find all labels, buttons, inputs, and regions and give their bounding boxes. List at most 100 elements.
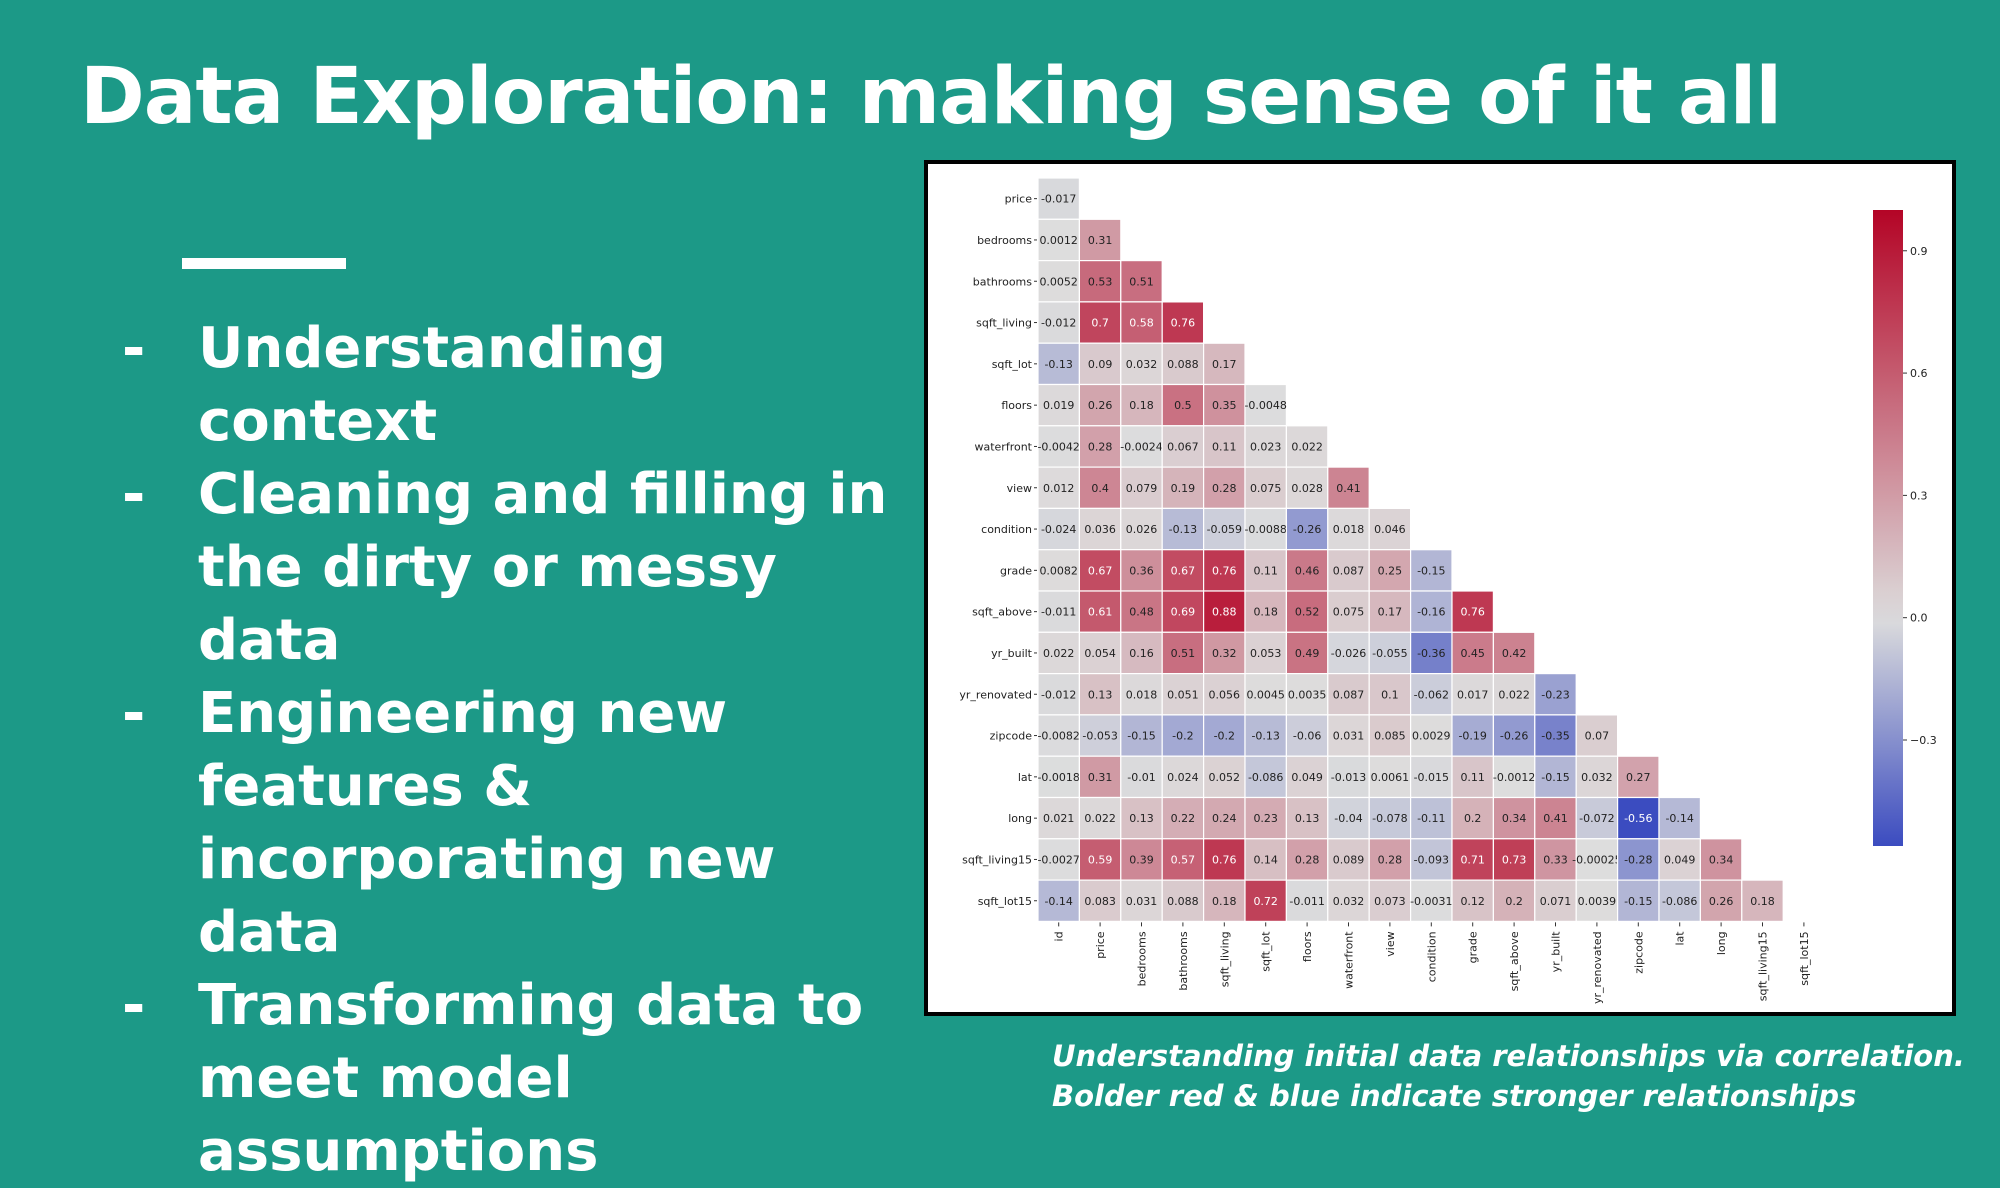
col-label: bedrooms <box>1136 931 1149 986</box>
row-label: grade <box>1000 564 1032 577</box>
row-label: sqft_lot <box>992 358 1033 371</box>
heatmap-cell <box>1078 838 1122 881</box>
cell-value-label: -0.0048 <box>1244 399 1286 412</box>
cell-value-label: -0.13 <box>1169 523 1197 536</box>
heatmap-cell <box>1120 796 1163 840</box>
heatmap-cell <box>1368 549 1412 592</box>
heatmap-cell <box>1037 631 1081 675</box>
cell-value-label: -0.26 <box>1500 730 1528 743</box>
cell-value-label: 0.0082 <box>1039 564 1078 577</box>
cell-value-label: -0.11 <box>1417 812 1445 825</box>
cell-value-label: 0.59 <box>1088 853 1113 866</box>
colorbar <box>1873 210 1903 846</box>
cell-value-label: 0.17 <box>1378 606 1403 619</box>
cell-value-label: 0.76 <box>1212 564 1237 577</box>
cell-value-label: 0.41 <box>1336 482 1361 495</box>
bullet-line: Engineering new <box>198 681 728 746</box>
col-label: yr_built <box>1550 931 1563 973</box>
cell-value-label: 0.032 <box>1581 771 1613 784</box>
cell-value-label: 0.019 <box>1043 399 1075 412</box>
heatmap-cell <box>1037 714 1081 757</box>
col-label: sqft_lot15 <box>1798 931 1811 985</box>
cell-value-label: -0.0042 <box>1037 440 1079 453</box>
cell-value-label: -0.0027 <box>1037 853 1079 866</box>
heatmap-cell <box>1078 383 1122 427</box>
col-label: id <box>1053 931 1066 941</box>
bullet-dash: - <box>122 973 146 1038</box>
cell-value-label: -0.28 <box>1624 853 1652 866</box>
cell-value-label: 0.022 <box>1498 688 1530 701</box>
col-label: view <box>1384 931 1397 956</box>
row-label: bathrooms <box>973 275 1032 288</box>
heatmap-cell <box>1534 714 1577 757</box>
cell-value-label: 0.051 <box>1167 688 1199 701</box>
cell-value-label: 0.19 <box>1171 482 1196 495</box>
cell-value-label: -0.36 <box>1417 647 1445 660</box>
heatmap-cell <box>1120 383 1163 427</box>
cell-value-label: 0.49 <box>1295 647 1320 660</box>
cell-value-label: 0.11 <box>1253 564 1278 577</box>
cell-value-label: 0.71 <box>1460 853 1485 866</box>
cell-value-label: -0.23 <box>1541 688 1569 701</box>
cell-value-label: 0.61 <box>1088 606 1113 619</box>
heatmap-cell <box>1078 590 1122 633</box>
colorbar-tick-label: 0.9 <box>1910 245 1928 258</box>
row-label: waterfront <box>974 440 1032 453</box>
heatmap-cell <box>1120 342 1163 386</box>
cell-value-label: 0.07 <box>1585 730 1610 743</box>
cell-value-label: 0.28 <box>1378 853 1403 866</box>
row-label: bedrooms <box>977 234 1032 247</box>
cell-value-label: 0.18 <box>1750 895 1775 908</box>
cell-value-label: 0.023 <box>1250 440 1282 453</box>
cell-value-label: 0.0029 <box>1412 730 1451 743</box>
cell-value-label: 0.45 <box>1460 647 1485 660</box>
cell-value-label: 0.31 <box>1088 771 1113 784</box>
col-label: sqft_above <box>1508 931 1521 991</box>
heatmap-cell <box>1161 879 1205 922</box>
cell-value-label: 0.11 <box>1460 771 1485 784</box>
cell-value-label: -0.062 <box>1414 688 1449 701</box>
heatmap-cell <box>1368 755 1412 799</box>
heatmap-cell <box>1327 673 1370 716</box>
cell-value-label: 0.056 <box>1209 688 1241 701</box>
cell-value-label: 0.079 <box>1126 482 1158 495</box>
cell-value-label: 0.022 <box>1291 440 1323 453</box>
col-label: lat <box>1674 931 1687 946</box>
heatmap-cell <box>1285 425 1329 468</box>
cell-value-label: -0.0012 <box>1493 771 1535 784</box>
heatmap-cell <box>1410 673 1453 716</box>
cell-value-label: 0.067 <box>1167 440 1199 453</box>
cell-value-label: -0.072 <box>1579 812 1614 825</box>
heatmap-cell <box>1203 838 1246 881</box>
heatmap-cell <box>1410 879 1453 922</box>
cell-value-label: 0.28 <box>1295 853 1320 866</box>
heatmap-cell <box>1161 673 1205 716</box>
cell-value-label: 0.31 <box>1088 234 1113 247</box>
cell-value-label: 0.13 <box>1129 812 1154 825</box>
heatmap-cell <box>1327 838 1370 881</box>
heatmap-cell <box>1120 838 1163 881</box>
cell-value-label: 0.031 <box>1333 730 1365 743</box>
heatmap-cell <box>1327 590 1370 633</box>
col-label: long <box>1715 931 1728 955</box>
col-label: sqft_living15 <box>1757 931 1770 1001</box>
heatmap-cell <box>1037 549 1081 592</box>
heatmap-cell <box>1285 838 1329 881</box>
cell-value-label: 0.049 <box>1664 853 1696 866</box>
cell-value-label: -0.012 <box>1041 317 1076 330</box>
cell-value-label: -0.024 <box>1041 523 1076 536</box>
cell-value-label: 0.51 <box>1129 275 1154 288</box>
cell-value-label: 0.022 <box>1043 647 1075 660</box>
heatmap-cell <box>1285 590 1329 633</box>
heatmap-cell <box>1327 879 1370 922</box>
cell-value-label: -0.13 <box>1044 358 1072 371</box>
cell-value-label: 0.046 <box>1374 523 1406 536</box>
cell-value-label: 0.23 <box>1253 812 1278 825</box>
cell-value-label: 0.11 <box>1212 440 1237 453</box>
heatmap-cell <box>1203 796 1246 840</box>
bullet-line: incorporating new data <box>198 827 776 965</box>
colorbar-tick-label: −0.3 <box>1910 734 1937 747</box>
heatmap-cell <box>1616 838 1660 881</box>
cell-value-label: 0.032 <box>1126 358 1158 371</box>
cell-value-label: 0.018 <box>1126 688 1158 701</box>
